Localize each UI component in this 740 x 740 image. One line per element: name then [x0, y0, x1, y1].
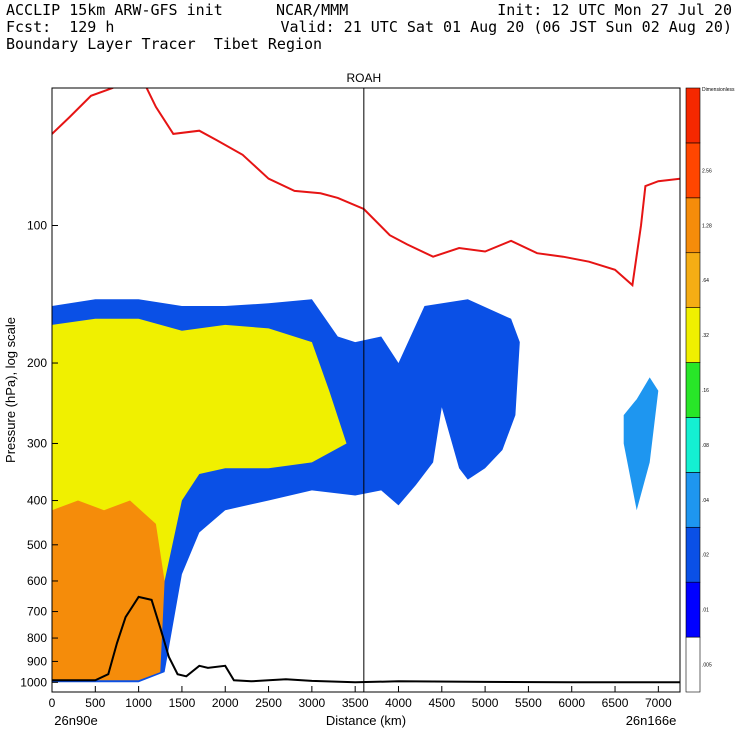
- roah-marker-label: ROAH: [346, 71, 381, 85]
- x-axis-ticks: 0 500 1000 1500 2000 2500 3000 3500 4000 4500 5000…: [49, 686, 672, 710]
- x-tick-label: 6000: [558, 696, 585, 710]
- y-tick-label: 200: [27, 356, 47, 370]
- colorbar-swatch: [685, 362, 701, 418]
- colorbar: .005 .01 .02 .04 .08 .16 .32 .64 1.28 2.56 Dimensi…: [685, 87, 735, 693]
- tracer-fill-layer: [52, 299, 659, 683]
- x-tick-label: 7000: [645, 696, 672, 710]
- colorbar-label: .01: [702, 608, 709, 614]
- header-left-line3: Boundary Layer Tracer Tibet Region: [6, 35, 323, 53]
- colorbar-swatch: [685, 581, 701, 638]
- y-axis-label: Pressure (hPa), log scale: [3, 317, 18, 463]
- colorbar-swatch: [685, 307, 701, 363]
- tropopause-line: [52, 88, 680, 288]
- tracer-region: [623, 377, 659, 511]
- y-tick-label: 1000: [20, 675, 47, 689]
- colorbar-label: .005: [702, 663, 712, 669]
- colorbar-swatch: [685, 142, 701, 199]
- colorbar-swatch: [685, 417, 701, 473]
- colorbar-swatch: [685, 636, 701, 693]
- x-axis-label: Distance (km): [326, 713, 406, 728]
- x-left-end-label: 26n90e: [54, 713, 97, 728]
- y-tick-label: 700: [27, 605, 47, 619]
- header-right-line2: Valid: 21 UTC Sat 01 Aug 20 (06 JST Sun …: [280, 18, 732, 36]
- colorbar-label: .02: [702, 553, 709, 559]
- colorbar-swatch: [685, 526, 701, 583]
- y-tick-label: 800: [27, 631, 47, 645]
- y-tick-label: 400: [27, 494, 47, 508]
- colorbar-label: .64: [702, 278, 709, 284]
- colorbar-label: .04: [702, 498, 709, 504]
- header-right-line1: Init: 12 UTC Mon 27 Jul 20: [497, 1, 732, 19]
- colorbar-swatch: [685, 87, 701, 144]
- y-tick-label: 300: [27, 436, 47, 450]
- x-tick-label: 4500: [428, 696, 455, 710]
- tracer-region: [52, 500, 165, 681]
- y-tick-label: 600: [27, 574, 47, 588]
- colorbar-label: 1.28: [702, 223, 712, 229]
- y-tick-label: 900: [27, 654, 47, 668]
- x-tick-label: 2000: [212, 696, 239, 710]
- colorbar-label: .08: [702, 443, 709, 449]
- colorbar-title: Dimensionless: [702, 87, 735, 93]
- colorbar-swatch: [685, 252, 701, 308]
- header-left-line2: Fcst: 129 h: [6, 18, 115, 36]
- x-tick-label: 5000: [472, 696, 499, 710]
- x-tick-label: 3500: [342, 696, 369, 710]
- y-tick-label: 500: [27, 538, 47, 552]
- colorbar-swatch: [685, 197, 701, 254]
- y-axis-ticks: 100 200 300 400 500 600 700 800 900 1000: [20, 219, 58, 689]
- x-tick-label: 1000: [125, 696, 152, 710]
- x-tick-label: 2500: [255, 696, 282, 710]
- colorbar-label: .32: [702, 333, 709, 339]
- header-left-line1: ACCLIP 15km ARW-GFS init: [6, 1, 223, 19]
- header-center-line1: NCAR/MMM: [276, 1, 349, 19]
- y-tick-label: 100: [27, 219, 47, 233]
- x-right-end-label: 26n166e: [626, 713, 677, 728]
- colorbar-swatch: [685, 472, 701, 528]
- x-tick-label: 1500: [169, 696, 196, 710]
- x-tick-label: 5500: [515, 696, 542, 710]
- x-tick-label: 6500: [602, 696, 629, 710]
- x-tick-label: 3000: [299, 696, 326, 710]
- colorbar-label: .16: [702, 388, 709, 394]
- x-tick-label: 4000: [385, 696, 412, 710]
- x-tick-label: 0: [49, 696, 56, 710]
- terrain-line: [52, 595, 680, 684]
- colorbar-label: 2.56: [702, 168, 712, 174]
- x-tick-label: 500: [85, 696, 105, 710]
- plot-frame: [51, 87, 681, 693]
